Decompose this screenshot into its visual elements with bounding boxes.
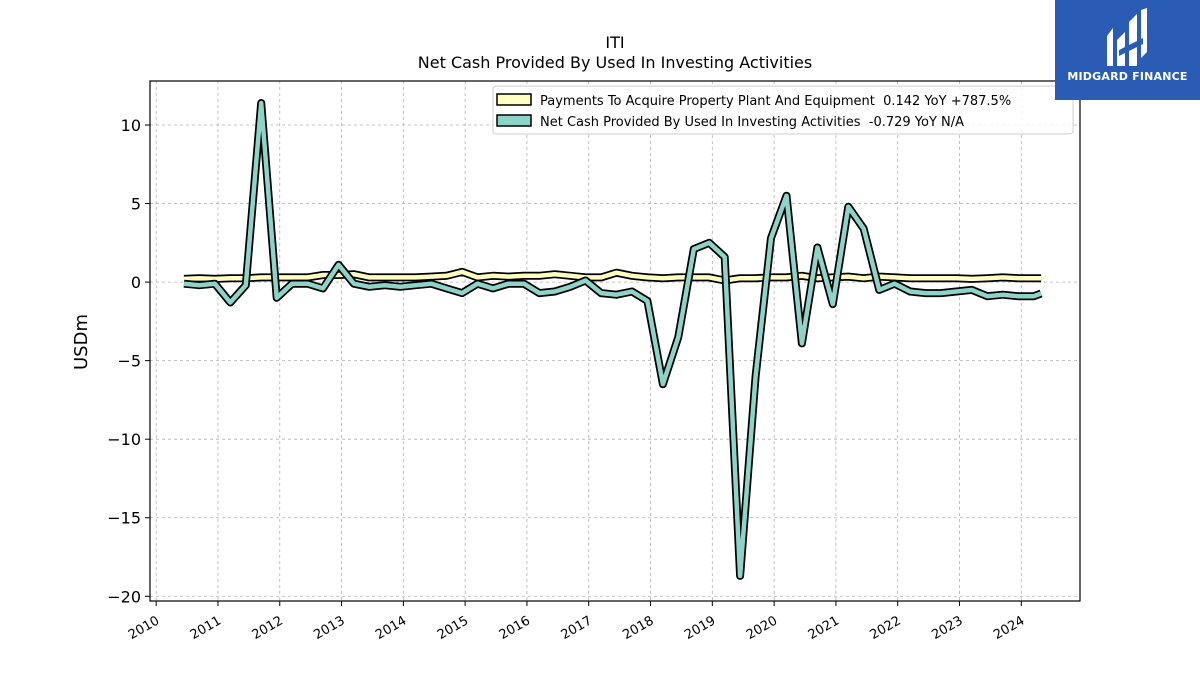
tick-labels: 10 5 0 −5 −10 −15 −20 2010 2011 2012 2013 2014 2015 2… — [107, 116, 1027, 643]
series-1-outline — [183, 99, 1043, 580]
legend: Payments To Acquire Property Plant And E… — [492, 85, 1074, 135]
x-tick-label: 2014 — [373, 613, 409, 643]
x-tick-label: 2023 — [929, 613, 965, 643]
x-tick-label: 2018 — [620, 613, 656, 643]
y-axis-label: USDm — [71, 314, 92, 370]
x-tick-label: 2011 — [188, 613, 224, 643]
chart-subtitle: Net Cash Provided By Used In Investing A… — [418, 53, 812, 72]
y-tick-label: 5 — [131, 195, 141, 214]
legend-label-net-cash: Net Cash Provided By Used In Investing A… — [540, 115, 964, 130]
y-tick-label: −15 — [107, 509, 141, 528]
x-tick-label: 2019 — [682, 613, 718, 643]
chart-title: ITI — [605, 33, 624, 52]
brand-logo: MIDGARD FINANCE — [1055, 0, 1200, 100]
x-tick-label: 2010 — [126, 613, 162, 643]
y-tick-label: −20 — [107, 587, 141, 606]
series-1-line — [183, 100, 1042, 579]
plot-frame — [149, 80, 1081, 602]
x-tick-label: 2012 — [250, 613, 286, 643]
x-tick-label: 2024 — [991, 613, 1027, 643]
x-tick-label: 2016 — [497, 613, 533, 643]
x-tick-label: 2015 — [435, 613, 471, 643]
series-lines — [183, 99, 1043, 580]
x-tick-label: 2017 — [559, 613, 595, 643]
midgard-logo-icon — [1107, 8, 1147, 66]
legend-swatch-net-cash — [496, 114, 532, 127]
y-tick-label: 10 — [121, 116, 141, 135]
x-tick-label: 2022 — [868, 613, 904, 643]
y-tick-label: −5 — [117, 352, 141, 371]
gridlines — [150, 81, 1080, 601]
brand-name: MIDGARD FINANCE — [1067, 70, 1188, 83]
legend-label-capex: Payments To Acquire Property Plant And E… — [540, 94, 1011, 109]
y-tick-label: −10 — [107, 430, 141, 449]
x-tick-label: 2021 — [806, 613, 842, 643]
legend-frame — [492, 85, 1074, 135]
legend-swatch-capex — [496, 93, 532, 106]
y-tick-label: 0 — [131, 273, 141, 292]
x-tick-label: 2013 — [311, 613, 347, 643]
axes — [145, 80, 1081, 606]
x-tick-label: 2020 — [744, 613, 780, 643]
